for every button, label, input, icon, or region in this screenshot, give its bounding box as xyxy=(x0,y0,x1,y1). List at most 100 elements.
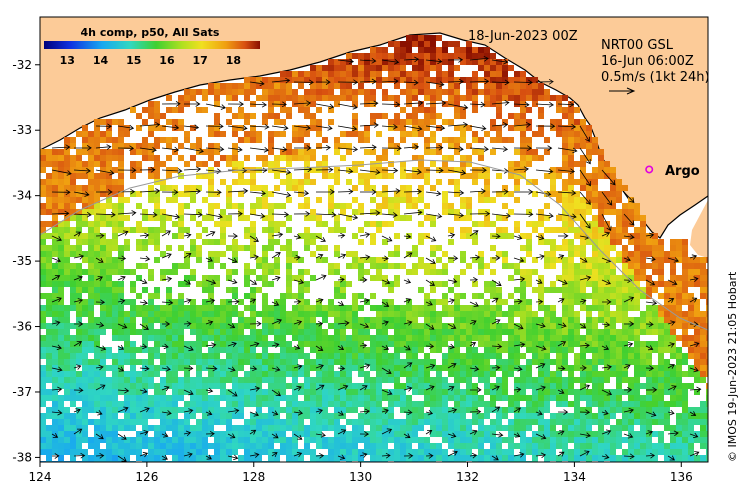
sst-cell xyxy=(82,143,88,149)
sst-cell xyxy=(490,335,496,341)
sst-cell xyxy=(76,131,82,137)
sst-cell xyxy=(544,425,550,431)
sst-cell xyxy=(490,137,496,143)
sst-cell xyxy=(334,149,340,155)
sst-cell xyxy=(118,257,124,263)
sst-cell xyxy=(544,401,550,407)
sst-cell xyxy=(442,101,448,107)
sst-cell xyxy=(46,347,52,353)
sst-cell xyxy=(664,299,670,305)
sst-cell xyxy=(208,413,214,419)
sst-cell xyxy=(100,179,106,185)
sst-cell xyxy=(568,167,574,173)
sst-cell xyxy=(232,125,238,131)
sst-cell xyxy=(574,323,580,329)
current-arrow xyxy=(491,100,510,106)
sst-cell xyxy=(556,413,562,419)
sst-cell xyxy=(196,89,202,95)
sst-cell xyxy=(340,323,346,329)
sst-cell xyxy=(250,449,256,455)
sst-cell xyxy=(58,377,64,383)
sst-cell xyxy=(88,395,94,401)
sst-cell xyxy=(70,203,76,209)
sst-cell xyxy=(328,335,334,341)
sst-cell xyxy=(262,419,268,425)
sst-cell xyxy=(448,419,454,425)
sst-cell xyxy=(526,245,532,251)
sst-cell xyxy=(64,395,70,401)
sst-cell xyxy=(298,347,304,353)
sst-cell xyxy=(178,191,184,197)
sst-cell xyxy=(328,71,334,77)
sst-cell xyxy=(388,413,394,419)
sst-cell xyxy=(586,227,592,233)
sst-cell xyxy=(256,425,262,431)
sst-cell xyxy=(592,449,598,455)
sst-cell xyxy=(376,437,382,443)
sst-cell xyxy=(436,77,442,83)
sst-cell xyxy=(682,413,688,419)
sst-cell xyxy=(112,335,118,341)
sst-cell xyxy=(454,407,460,413)
sst-cell xyxy=(250,125,256,131)
sst-cell xyxy=(40,419,46,425)
sst-cell xyxy=(274,119,280,125)
sst-cell xyxy=(268,239,274,245)
sst-cell xyxy=(562,137,568,143)
sst-cell xyxy=(382,89,388,95)
sst-cell xyxy=(268,209,274,215)
sst-cell xyxy=(316,455,322,461)
sst-cell xyxy=(448,257,454,263)
sst-cell xyxy=(250,383,256,389)
sst-cell xyxy=(460,317,466,323)
sst-cell xyxy=(154,443,160,449)
sst-cell xyxy=(52,179,58,185)
sst-cell xyxy=(412,77,418,83)
sst-cell xyxy=(358,89,364,95)
sst-cell xyxy=(142,305,148,311)
sst-cell xyxy=(292,449,298,455)
sst-cell xyxy=(94,317,100,323)
sst-cell xyxy=(616,425,622,431)
sst-cell xyxy=(598,191,604,197)
sst-cell xyxy=(52,155,58,161)
sst-cell xyxy=(358,419,364,425)
sst-cell xyxy=(214,257,220,263)
sst-cell xyxy=(406,413,412,419)
sst-cell xyxy=(676,347,682,353)
sst-cell xyxy=(304,323,310,329)
sst-cell xyxy=(136,305,142,311)
sst-cell xyxy=(562,389,568,395)
sst-cell xyxy=(658,329,664,335)
sst-cell xyxy=(628,287,634,293)
sst-cell xyxy=(646,413,652,419)
sst-cell xyxy=(274,383,280,389)
sst-cell xyxy=(406,77,412,83)
sst-cell xyxy=(136,377,142,383)
current-arrow xyxy=(249,146,270,153)
sst-cell xyxy=(412,89,418,95)
current-arrow xyxy=(315,125,333,131)
sst-cell xyxy=(550,377,556,383)
sst-cell xyxy=(676,251,682,257)
sst-cell xyxy=(478,413,484,419)
sst-cell xyxy=(148,323,154,329)
sst-cell xyxy=(406,215,412,221)
sst-cell xyxy=(226,191,232,197)
sst-cell xyxy=(52,407,58,413)
sst-cell xyxy=(166,335,172,341)
sst-cell xyxy=(610,347,616,353)
sst-cell xyxy=(580,413,586,419)
sst-cell xyxy=(544,173,550,179)
current-arrow xyxy=(425,167,444,174)
current-arrow xyxy=(183,147,204,154)
sst-cell xyxy=(646,263,652,269)
sst-cell xyxy=(310,71,316,77)
sst-cell xyxy=(454,179,460,185)
sst-cell xyxy=(454,425,460,431)
sst-cell xyxy=(316,383,322,389)
sst-cell xyxy=(334,71,340,77)
sst-cell xyxy=(190,383,196,389)
sst-cell xyxy=(670,311,676,317)
sst-cell xyxy=(418,35,424,41)
